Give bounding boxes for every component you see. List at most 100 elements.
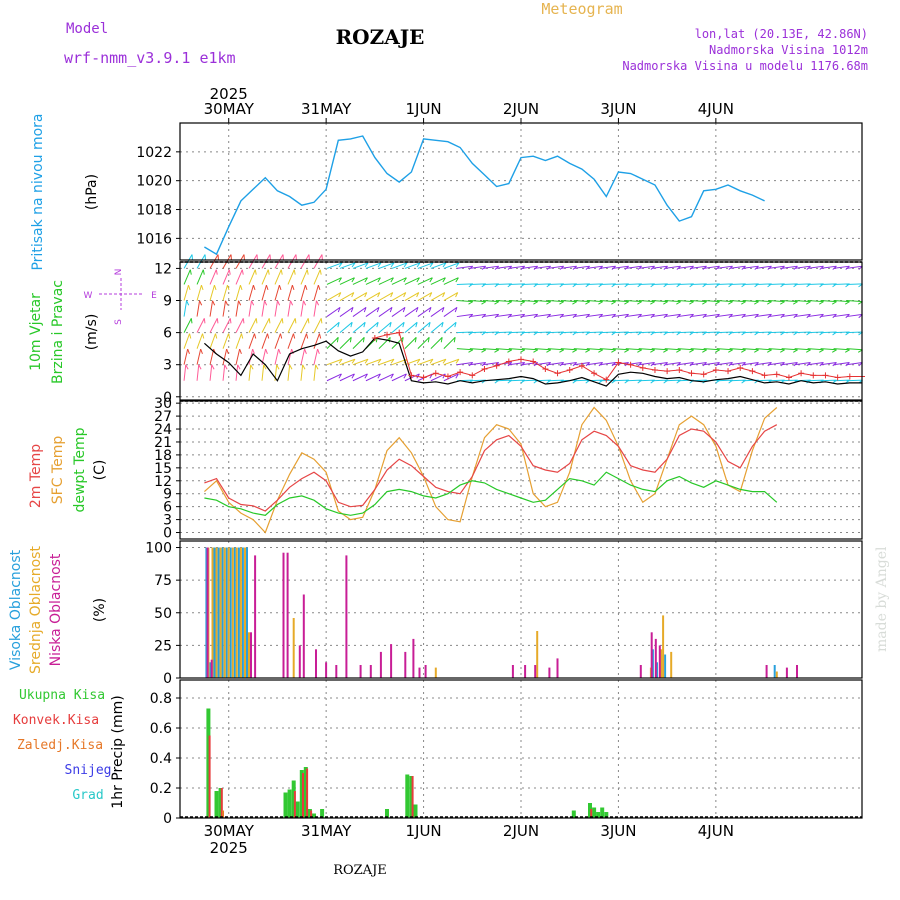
temp-title-dewpt: dewpt Temp bbox=[72, 427, 88, 512]
wind-arrow-head bbox=[203, 318, 206, 324]
wind-arrow bbox=[521, 300, 538, 303]
wind-arrow bbox=[612, 361, 629, 366]
top-date-label: 4JUN bbox=[698, 100, 734, 118]
wind-arrow bbox=[248, 284, 254, 301]
wind-arrow bbox=[807, 348, 824, 351]
wind-arrow bbox=[599, 361, 616, 366]
cloud-bar bbox=[237, 547, 240, 678]
wind-arrow-head bbox=[224, 364, 228, 370]
wind-gust-marker bbox=[737, 364, 744, 371]
wind-arrow bbox=[833, 300, 850, 303]
cloud-bar bbox=[302, 594, 305, 678]
precip-bar bbox=[302, 773, 304, 818]
wind-arrow bbox=[404, 321, 418, 333]
cloud-bar bbox=[221, 547, 224, 678]
wind-arrow bbox=[196, 318, 205, 333]
wind-arrow bbox=[300, 348, 306, 365]
wind-arrow bbox=[716, 361, 733, 366]
wind-arrow bbox=[807, 361, 824, 366]
wind-arrow-head bbox=[572, 301, 577, 305]
wind-arrow bbox=[222, 300, 227, 317]
wind-gust-marker bbox=[798, 370, 805, 377]
wind-arrow-head bbox=[533, 301, 539, 305]
wind-arrow bbox=[573, 348, 590, 351]
wind-arrow-head bbox=[364, 262, 369, 268]
wind-arrow bbox=[794, 361, 811, 366]
wind-arrow-head bbox=[793, 349, 798, 353]
wind-arrow-head bbox=[280, 269, 283, 275]
wind-gust-marker bbox=[822, 372, 829, 379]
wind-arrow bbox=[365, 277, 381, 285]
wind-arrow-head bbox=[650, 349, 655, 353]
wind-arrow bbox=[573, 300, 590, 303]
wind-arrow bbox=[625, 265, 642, 269]
wind-arrow bbox=[612, 348, 629, 351]
wind-arrow bbox=[235, 300, 240, 317]
wind-gust-marker bbox=[457, 369, 464, 376]
wind-arrow-head bbox=[416, 277, 420, 283]
wind-arrow-head bbox=[585, 301, 590, 305]
precip-bar bbox=[312, 813, 316, 818]
wind-arrow bbox=[261, 318, 270, 333]
wind-arrow-head bbox=[336, 337, 339, 343]
cloud-bar bbox=[282, 552, 285, 678]
wind-arrow bbox=[430, 306, 445, 317]
wind-arrow-head bbox=[267, 269, 270, 275]
wind-arrow-head bbox=[494, 301, 500, 305]
wind-arrow-head bbox=[415, 307, 419, 313]
wind-arrow-head bbox=[303, 300, 307, 306]
panel-0-ytick-label: 1020 bbox=[136, 174, 172, 190]
wind-arrow-head bbox=[689, 349, 694, 353]
wind-arrow-head bbox=[611, 301, 616, 305]
precip-bar bbox=[293, 791, 296, 818]
wind-arrow bbox=[586, 361, 603, 366]
wind-arrow bbox=[612, 313, 629, 318]
wind-arrow bbox=[586, 313, 603, 318]
wind-arrow bbox=[612, 300, 629, 303]
wind-arrow bbox=[508, 313, 525, 318]
wind-arrow bbox=[820, 300, 837, 303]
wind-arrow bbox=[690, 361, 707, 366]
wind-arrow-head bbox=[455, 358, 460, 364]
wind-arrow-head bbox=[427, 337, 430, 343]
wind-arrow bbox=[820, 348, 837, 351]
wind-arrow-head bbox=[442, 292, 446, 298]
meteogram-title: Meteogram bbox=[541, 0, 622, 18]
panel-2-ytick-label: 6 bbox=[163, 500, 172, 516]
wind-arrow-head bbox=[185, 364, 189, 370]
wind-arrow-head bbox=[546, 301, 552, 305]
wind-arrow bbox=[183, 284, 189, 301]
wind-gust-marker bbox=[773, 371, 780, 378]
wind-arrow-head bbox=[228, 269, 231, 275]
precip-legend-2: Zaledj.Kisa bbox=[17, 738, 103, 753]
wind-arrow bbox=[456, 300, 473, 303]
wind-arrow bbox=[222, 318, 231, 333]
wind-arrow-head bbox=[376, 307, 380, 313]
wind-arrow-head bbox=[844, 349, 850, 353]
compass-e: E bbox=[151, 291, 157, 301]
wind-arrow bbox=[547, 265, 564, 269]
wind-arrow bbox=[729, 313, 746, 318]
wind-arrow-head bbox=[428, 307, 432, 313]
wind-arrow-head bbox=[624, 349, 629, 353]
cloud-bar bbox=[556, 658, 559, 678]
wind-arrow bbox=[404, 336, 417, 350]
temp-title-sfc: SFC Temp bbox=[50, 436, 66, 505]
wind-arrow bbox=[833, 348, 850, 351]
wind-arrow bbox=[443, 262, 460, 269]
wind-arrow-head bbox=[351, 277, 355, 283]
wind-arrow-head bbox=[818, 301, 824, 305]
wind-arrow bbox=[339, 306, 354, 317]
wind-arrow bbox=[430, 277, 446, 285]
wind-gust-marker bbox=[566, 367, 573, 374]
wind-arrow-head bbox=[377, 262, 382, 268]
wind-arrow bbox=[508, 300, 525, 303]
wind-arrow bbox=[365, 321, 379, 333]
wind-arrow bbox=[651, 265, 668, 269]
wind-gust-marker bbox=[505, 358, 512, 365]
panel-2-ytick-label: 21 bbox=[154, 435, 172, 451]
wind-arrow bbox=[560, 313, 577, 318]
wind-arrow bbox=[391, 292, 407, 301]
wind-arrow-head bbox=[377, 277, 381, 283]
wind-arrow bbox=[755, 300, 772, 303]
